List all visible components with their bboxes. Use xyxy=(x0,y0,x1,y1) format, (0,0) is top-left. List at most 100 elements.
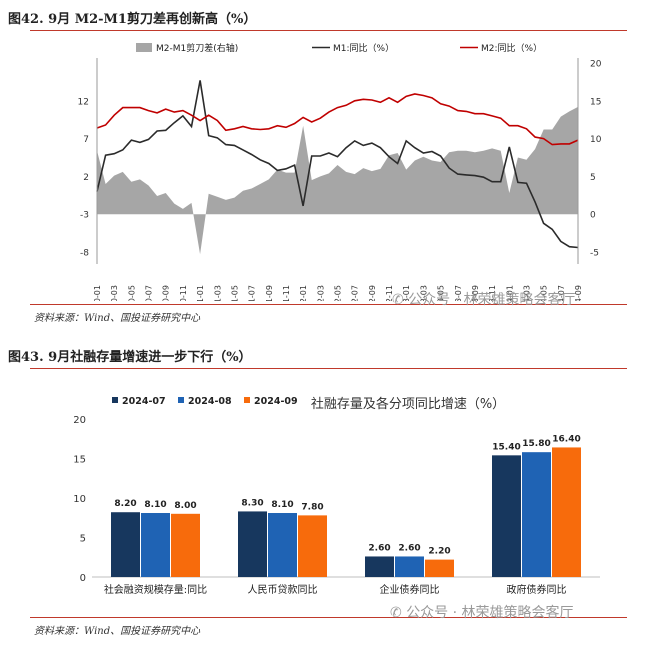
legend-label-spread: M2-M1剪刀差(右轴) xyxy=(156,42,238,54)
xtick-label: 2021-07 xyxy=(248,285,257,301)
bar-value-label: 2.60 xyxy=(368,543,390,553)
bar-value-label: 8.20 xyxy=(114,499,136,509)
legend-swatch-spread xyxy=(136,43,152,52)
xtick-label: 2020-01 xyxy=(93,285,102,301)
xtick-label: 2024-01 xyxy=(505,285,514,301)
bar-2024-07 xyxy=(238,511,267,577)
bar-2024-08 xyxy=(395,556,424,577)
xtick-label: 2024-03 xyxy=(522,285,531,301)
wechat-icon: ✆ xyxy=(392,292,404,308)
bar-value-label: 2.20 xyxy=(428,547,450,557)
left-ytick-label: 2 xyxy=(83,173,89,183)
ytick-label: 0 xyxy=(80,573,86,584)
figure-42-title-rule xyxy=(30,30,627,31)
legend-label-m1: M1:同比（%） xyxy=(333,42,394,54)
bar-value-label: 8.10 xyxy=(144,500,166,510)
figure-43-source: 资料来源：Wind、国投证券研究中心 xyxy=(34,626,201,637)
legend-swatch-2024-07 xyxy=(112,397,118,403)
bar-value-label: 7.80 xyxy=(301,502,323,512)
watermark-1: ✆ 公众号 · 林荣雄策略会客厅 xyxy=(392,289,576,309)
left-ytick-label: 12 xyxy=(78,97,89,107)
bar-2024-08 xyxy=(141,513,170,577)
spread-area xyxy=(97,106,578,255)
bar-value-label: 8.30 xyxy=(241,498,263,508)
right-ytick-label: 15 xyxy=(590,97,601,107)
ytick-label: 10 xyxy=(73,494,86,505)
figure-42-source: 资料来源：Wind、国投证券研究中心 xyxy=(34,313,201,324)
xtick-label: 2023-01 xyxy=(402,285,411,301)
legend-label-2024-08: 2024-08 xyxy=(188,396,232,407)
xtick-label: 2021-05 xyxy=(230,285,239,301)
category-label: 政府债券同比 xyxy=(507,583,567,596)
right-ytick-label: 5 xyxy=(590,173,596,183)
ytick-label: 20 xyxy=(73,415,86,426)
right-ytick-label: 0 xyxy=(590,211,596,221)
xtick-label: 2022-05 xyxy=(334,285,343,301)
left-ytick-label: -8 xyxy=(80,249,89,259)
bar-2024-09 xyxy=(298,515,327,577)
xtick-label: 2021-03 xyxy=(213,285,222,301)
bar-2024-09 xyxy=(552,447,581,577)
xtick-label: 2020-05 xyxy=(127,285,136,301)
wechat-icon: ✆ xyxy=(390,605,402,621)
bar-value-label: 8.10 xyxy=(271,500,293,510)
left-ytick-label: 7 xyxy=(83,135,89,145)
category-label: 人民币贷款同比 xyxy=(248,583,318,596)
bar-value-label: 16.40 xyxy=(552,434,580,444)
xtick-label: 2020-11 xyxy=(179,285,188,301)
social-financing-chart: 社融存量及各分项同比增速（%） 2024-07 2024-08 2024-09 0 5 10… xyxy=(73,396,600,596)
xtick-label: 2024-07 xyxy=(557,285,566,301)
xtick-label: 2020-07 xyxy=(145,285,154,301)
xtick-label: 2022-03 xyxy=(316,285,325,301)
xtick-label: 2021-09 xyxy=(265,285,274,301)
watermark-2: ✆ 公众号 · 林荣雄策略会客厅 xyxy=(390,602,574,622)
legend-label-2024-07: 2024-07 xyxy=(122,396,166,407)
bar-2024-09 xyxy=(425,559,454,577)
bar-chart-title: 社融存量及各分项同比增速（%） xyxy=(311,396,505,412)
figure-43-title: 图43. 9月社融存量增速进一步下行（%） xyxy=(8,350,252,365)
ytick-label: 15 xyxy=(73,455,86,466)
bar-2024-08 xyxy=(268,513,297,577)
m2-line xyxy=(96,93,579,146)
xtick-label: 2021-11 xyxy=(282,285,291,301)
m2-m1-chart: 12 7 2 -3 -8 20 15 10 5 0 -5 2020-01 2020-03 2020-05 2… xyxy=(78,42,602,301)
figure-43-title-rule xyxy=(30,368,627,369)
xtick-label: 2020-09 xyxy=(162,285,171,301)
left-ytick-label: -3 xyxy=(80,211,89,221)
xtick-label: 2023-03 xyxy=(419,285,428,301)
xtick-label: 2023-05 xyxy=(437,285,446,301)
xtick-label: 2022-09 xyxy=(368,285,377,301)
figure-43-bottom-rule xyxy=(30,617,627,618)
figure-42-bottom-rule xyxy=(30,304,627,305)
category-label: 社会融资规模存量:同比 xyxy=(104,583,207,596)
right-ytick-label: 10 xyxy=(590,135,602,145)
legend-label-2024-09: 2024-09 xyxy=(254,396,298,407)
xtick-label: 2022-01 xyxy=(299,285,308,301)
xtick-label: 2022-11 xyxy=(385,285,394,301)
legend-label-m2: M2:同比（%） xyxy=(481,42,542,54)
legend-swatch-2024-09 xyxy=(244,397,250,403)
xtick-label: 2023-09 xyxy=(471,285,480,301)
bar-2024-07 xyxy=(492,455,521,577)
ytick-label: 5 xyxy=(80,534,86,545)
watermark-2-text: 公众号 · 林荣雄策略会客厅 xyxy=(406,605,574,621)
legend-swatch-2024-08 xyxy=(178,397,184,403)
figure-42-title: 图42. 9月 M2-M1剪刀差再创新高（%） xyxy=(8,12,257,27)
right-ytick-label: 20 xyxy=(590,60,602,70)
xtick-label: 2023-07 xyxy=(454,285,463,301)
watermark-1-text: 公众号 · 林荣雄策略会客厅 xyxy=(408,292,576,308)
bar-value-label: 15.40 xyxy=(492,442,520,452)
xtick-label: 2024-05 xyxy=(540,285,549,301)
bar-2024-08 xyxy=(522,452,551,577)
bar-2024-09 xyxy=(171,513,200,577)
m1-line xyxy=(96,80,579,249)
bar-2024-07 xyxy=(365,556,394,577)
bar-2024-07 xyxy=(111,512,140,577)
category-label: 企业债券同比 xyxy=(380,583,440,596)
bar-value-label: 15.80 xyxy=(522,439,550,449)
bar-value-label: 2.60 xyxy=(398,543,420,553)
xtick-label: 2021-01 xyxy=(196,285,205,301)
xtick-label: 2022-07 xyxy=(351,285,360,301)
bar-value-label: 8.00 xyxy=(174,501,196,511)
xtick-label: 2020-03 xyxy=(110,285,119,301)
